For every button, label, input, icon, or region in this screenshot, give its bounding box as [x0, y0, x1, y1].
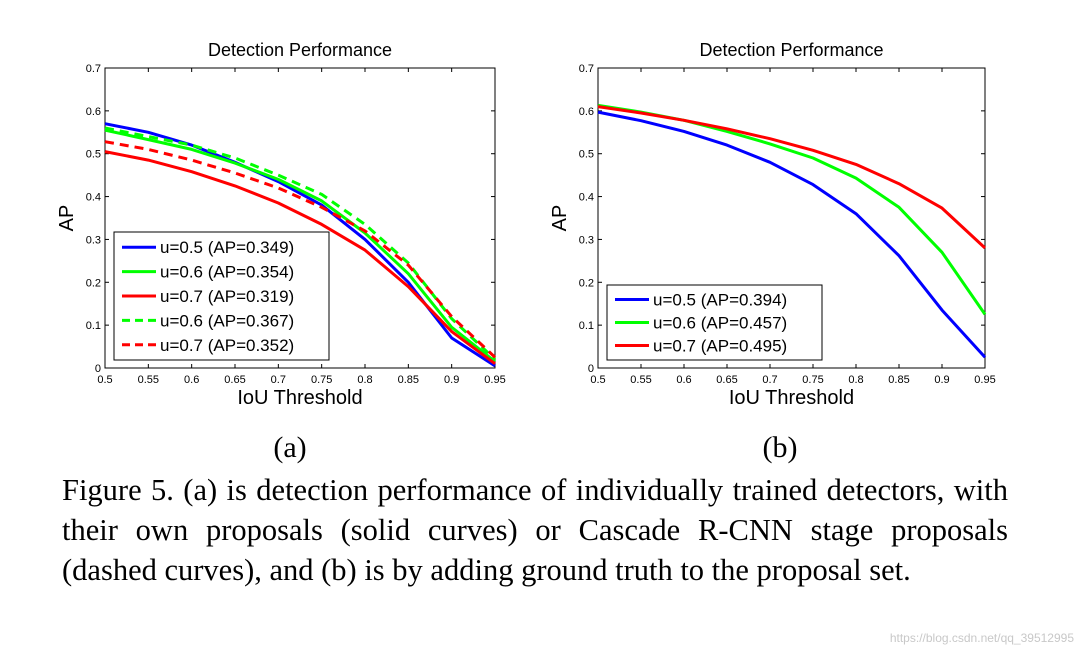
x-tick-label: 0.75: [311, 374, 332, 386]
x-tick-label: 0.6: [184, 374, 199, 386]
series-line-5: [104, 140, 497, 359]
x-tick-label: 0.65: [716, 374, 737, 386]
chart-title: Detection Performance: [699, 40, 883, 60]
series-line-3: [104, 150, 496, 365]
y-tick-label: 0.5: [579, 149, 594, 161]
figure-caption: Figure 5. (a) is detection performance o…: [62, 473, 1008, 587]
x-tick-label: 0.9: [934, 374, 949, 386]
y-tick-label: 0.6: [86, 106, 101, 118]
x-tick-label: 0.95: [484, 374, 505, 386]
legend: u=0.5 (AP=0.349) u=0.6 (AP=0.354) u=0.7 (A…: [113, 231, 330, 361]
x-tick-label: 0.65: [224, 374, 245, 386]
y-tick-label: 0: [95, 363, 101, 375]
series-line-1: [597, 110, 987, 359]
figure-charts: 0.5 0.55 0.6 0.65 0.7 0.75 0.8 0.85 0.9 0.95 0 0.1 0…: [56, 40, 996, 464]
x-tick-label: 0.8: [848, 374, 863, 386]
x-tick-label: 0.75: [802, 374, 823, 386]
chart-a: 0.5 0.55 0.6 0.65 0.7 0.75 0.8 0.85 0.9 0.95 0 0.1 0…: [56, 40, 506, 464]
y-tick-label: 0.5: [86, 149, 101, 161]
x-axis-title: IoU Threshold: [237, 387, 362, 409]
y-tick-label: 0.7: [86, 63, 101, 75]
legend-label-2: u=0.6 (AP=0.354): [160, 263, 294, 282]
x-tick-label: 0.55: [138, 374, 159, 386]
plot-frame: [597, 67, 986, 369]
y-tick-label: 0.1: [579, 320, 594, 332]
series-line-3: [597, 105, 987, 250]
legend-label-1: u=0.5 (AP=0.349): [160, 238, 294, 257]
legend: u=0.5 (AP=0.394) u=0.6 (AP=0.457) u=0.7 (A…: [606, 284, 823, 361]
watermark: https://blog.csdn.net/qq_39512995: [889, 631, 1074, 645]
subfigure-label: (b): [763, 431, 798, 464]
x-tick-label: 0.85: [888, 374, 909, 386]
legend-label-4: u=0.6 (AP=0.367): [160, 311, 294, 330]
x-tick-label: 0.5: [97, 374, 112, 386]
x-tick-label: 0.55: [630, 374, 651, 386]
x-tick-label: 0.6: [676, 374, 691, 386]
y-tick-label: 0.1: [86, 320, 101, 332]
y-axis-title: AP: [56, 205, 78, 232]
y-tick-label: 0.3: [86, 234, 101, 246]
y-tick-label: 0: [588, 363, 594, 375]
y-tick-label: 0.2: [579, 277, 594, 289]
legend-label-2: u=0.6 (AP=0.457): [653, 314, 787, 333]
x-tick-label: 0.9: [444, 374, 459, 386]
x-tick-label: 0.7: [271, 374, 286, 386]
x-tick-label: 0.95: [974, 374, 995, 386]
chart-b: 0.5 0.55 0.6 0.65 0.7 0.75 0.8 0.85 0.9 0.95 0 0.1 0…: [549, 40, 996, 464]
x-tick-label: 0.8: [357, 374, 372, 386]
y-tick-label: 0.4: [86, 192, 101, 204]
y-tick-label: 0.6: [579, 106, 594, 118]
plot-frame: [104, 67, 496, 369]
x-tick-label: 0.5: [590, 374, 605, 386]
series-line-4: [104, 126, 497, 361]
x-tick-label: 0.7: [762, 374, 777, 386]
y-tick-label: 0.2: [86, 277, 101, 289]
series-line-2: [597, 103, 987, 316]
legend-label-1: u=0.5 (AP=0.394): [653, 291, 787, 310]
legend-label-3: u=0.7 (AP=0.495): [653, 337, 787, 356]
legend-label-5: u=0.7 (AP=0.352): [160, 336, 294, 355]
x-tick-label: 0.85: [398, 374, 419, 386]
x-axis-title: IoU Threshold: [729, 387, 854, 409]
subfigure-label: (a): [273, 431, 306, 464]
y-tick-label: 0.4: [579, 192, 594, 204]
series-line-2: [104, 128, 496, 363]
y-axis-title: AP: [549, 205, 571, 232]
y-tick-label: 0.3: [579, 234, 594, 246]
chart-title: Detection Performance: [208, 40, 392, 60]
y-tick-label: 0.7: [579, 63, 594, 75]
legend-label-3: u=0.7 (AP=0.319): [160, 287, 294, 306]
